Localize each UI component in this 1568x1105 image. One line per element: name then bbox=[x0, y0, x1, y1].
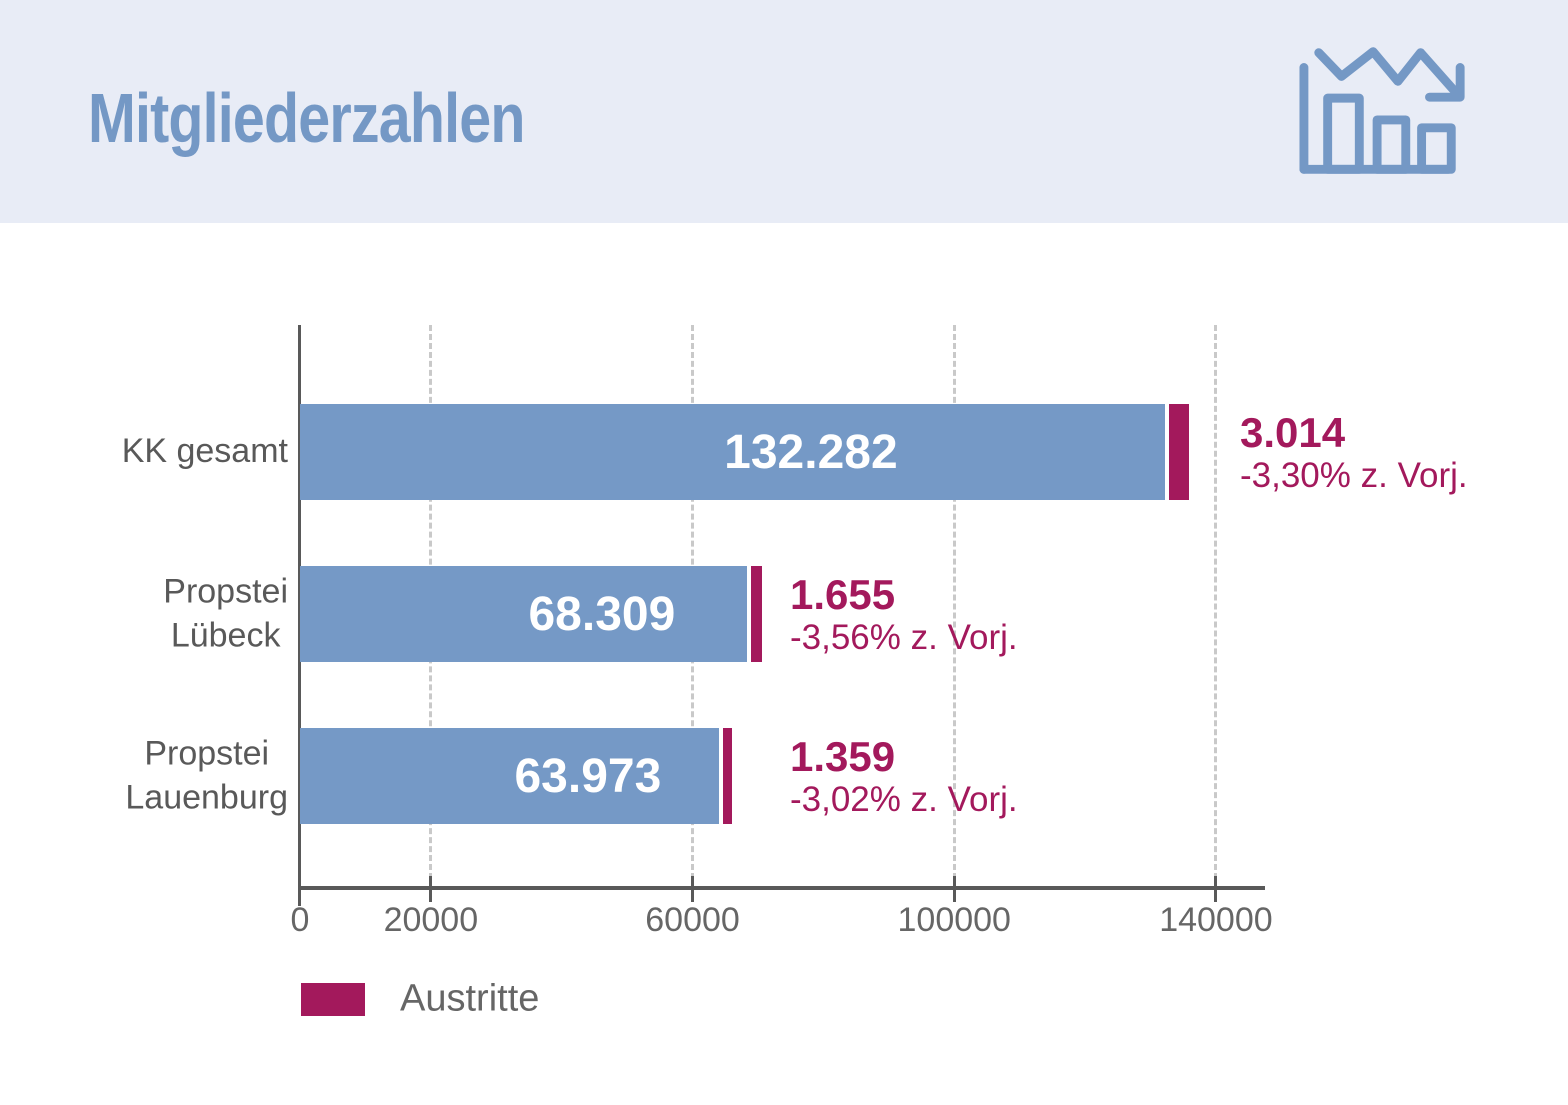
x-axis-tick bbox=[1214, 876, 1218, 902]
y-axis-line bbox=[298, 325, 301, 906]
exit-bar bbox=[723, 728, 732, 824]
exit-count: 1.359 bbox=[790, 732, 896, 780]
exit-change-percent: -3,02% z. Vorj. bbox=[790, 779, 1018, 819]
category-label: Propstei Lauenburg bbox=[125, 732, 288, 819]
member-bar: 63.973 bbox=[300, 728, 719, 824]
exit-bar bbox=[751, 566, 762, 662]
category-label-line: Propstei bbox=[144, 734, 270, 773]
legend-label-austritte: Austritte bbox=[400, 977, 540, 1020]
x-tick-label: 100000 bbox=[897, 901, 1011, 939]
exit-annotation: 1.359 -3,02% z. Vorj. bbox=[790, 733, 1018, 819]
category-label-line: Propstei bbox=[163, 572, 288, 611]
x-tick-label: 60000 bbox=[645, 901, 740, 939]
exit-bar bbox=[1169, 404, 1189, 500]
page-title: Mitgliederzahlen bbox=[88, 79, 525, 157]
x-axis-line bbox=[298, 886, 1265, 890]
member-bar-value: 68.309 bbox=[528, 587, 676, 641]
x-tick-label: 20000 bbox=[383, 901, 479, 939]
legend-swatch-austritte bbox=[301, 983, 365, 1016]
exit-count: 1.655 bbox=[790, 570, 896, 618]
exit-change-percent: -3,56% z. Vorj. bbox=[790, 617, 1018, 657]
member-bar-value: 63.973 bbox=[514, 749, 662, 803]
member-bar: 132.282 bbox=[300, 404, 1165, 500]
gridline bbox=[1214, 325, 1218, 888]
member-bar-value: 132.282 bbox=[724, 425, 898, 479]
category-label: KK gesamt bbox=[122, 430, 288, 474]
x-axis-tick bbox=[429, 876, 433, 902]
x-tick-label: 140000 bbox=[1159, 901, 1273, 939]
x-axis-tick bbox=[691, 876, 695, 902]
exit-count: 3.014 bbox=[1240, 408, 1346, 456]
exit-annotation: 3.014 -3,30% z. Vorj. bbox=[1240, 409, 1468, 495]
category-label-line: Lübeck bbox=[170, 616, 281, 654]
member-bar: 68.309 bbox=[300, 566, 747, 662]
category-label-line: Lauenburg bbox=[125, 778, 288, 816]
category-label-line: KK gesamt bbox=[121, 432, 288, 471]
category-label: Propstei Lübeck bbox=[163, 570, 288, 657]
x-axis-tick bbox=[952, 876, 956, 902]
exit-annotation: 1.655 -3,56% z. Vorj. bbox=[790, 571, 1018, 657]
header-band: Mitgliederzahlen bbox=[0, 0, 1568, 223]
declining-bar-chart-icon bbox=[1299, 47, 1465, 174]
x-tick-label: 0 bbox=[290, 901, 310, 939]
gridline bbox=[952, 325, 956, 888]
exit-change-percent: -3,30% z. Vorj. bbox=[1240, 455, 1468, 495]
